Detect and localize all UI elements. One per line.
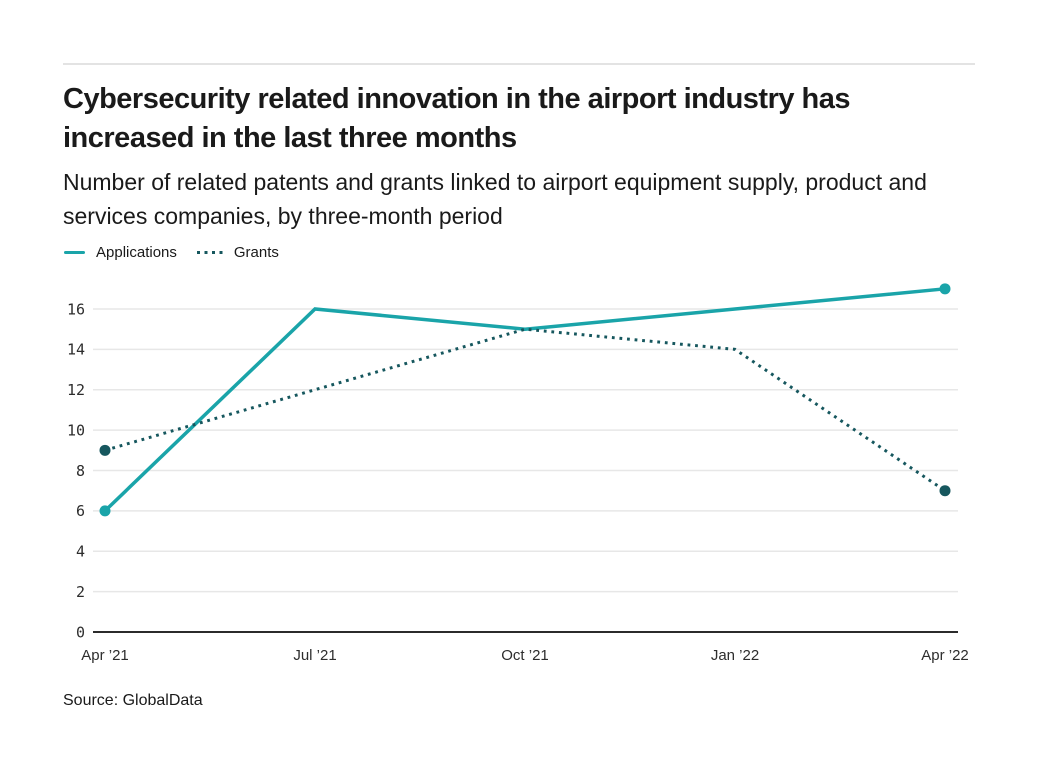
y-tick-label: 10 bbox=[67, 421, 85, 439]
header-rule bbox=[63, 63, 975, 65]
y-tick-label: 6 bbox=[76, 502, 85, 520]
y-tick-label: 12 bbox=[67, 381, 85, 399]
x-tick-label: Apr ’22 bbox=[921, 647, 969, 664]
legend-item-applications: Applications bbox=[64, 244, 177, 261]
x-tick-label: Apr ’21 bbox=[81, 647, 129, 664]
chart-subtitle: Number of related patents and grants lin… bbox=[63, 169, 927, 229]
y-tick-label: 16 bbox=[67, 300, 85, 318]
x-tick-label: Oct ’21 bbox=[501, 647, 549, 664]
applications-line-swatch-icon bbox=[64, 251, 85, 254]
legend-label-grants: Grants bbox=[233, 244, 279, 261]
y-tick-label: 0 bbox=[76, 623, 85, 641]
legend: Applications Grants bbox=[64, 244, 279, 261]
legend-item-grants: Grants bbox=[196, 244, 279, 261]
chart-title: Cybersecurity related innovation in the … bbox=[63, 83, 851, 154]
legend-label-applications: Applications bbox=[96, 244, 177, 261]
y-tick-label: 14 bbox=[67, 341, 85, 359]
x-tick-label: Jul ’21 bbox=[293, 647, 336, 664]
point-marker-grants bbox=[939, 485, 951, 497]
point-marker-grants bbox=[99, 444, 111, 456]
series-line-applications bbox=[103, 287, 946, 513]
source-note: Source: GlobalData bbox=[63, 692, 203, 709]
x-tick-label: Jan ’22 bbox=[711, 647, 759, 664]
line-chart: 0 2 4 6 8 10 12 14 16 Apr ’21 Jul ’21 Oct ’21 Jan ’2… bbox=[67, 283, 969, 664]
y-tick-label: 4 bbox=[76, 543, 85, 561]
grants-dotted-swatch-icon bbox=[196, 251, 223, 254]
y-tick-label: 2 bbox=[76, 583, 85, 601]
series-line-grants bbox=[104, 327, 946, 492]
point-marker-applications bbox=[939, 283, 951, 295]
y-tick-label: 8 bbox=[76, 462, 85, 480]
point-marker-applications bbox=[99, 505, 111, 517]
